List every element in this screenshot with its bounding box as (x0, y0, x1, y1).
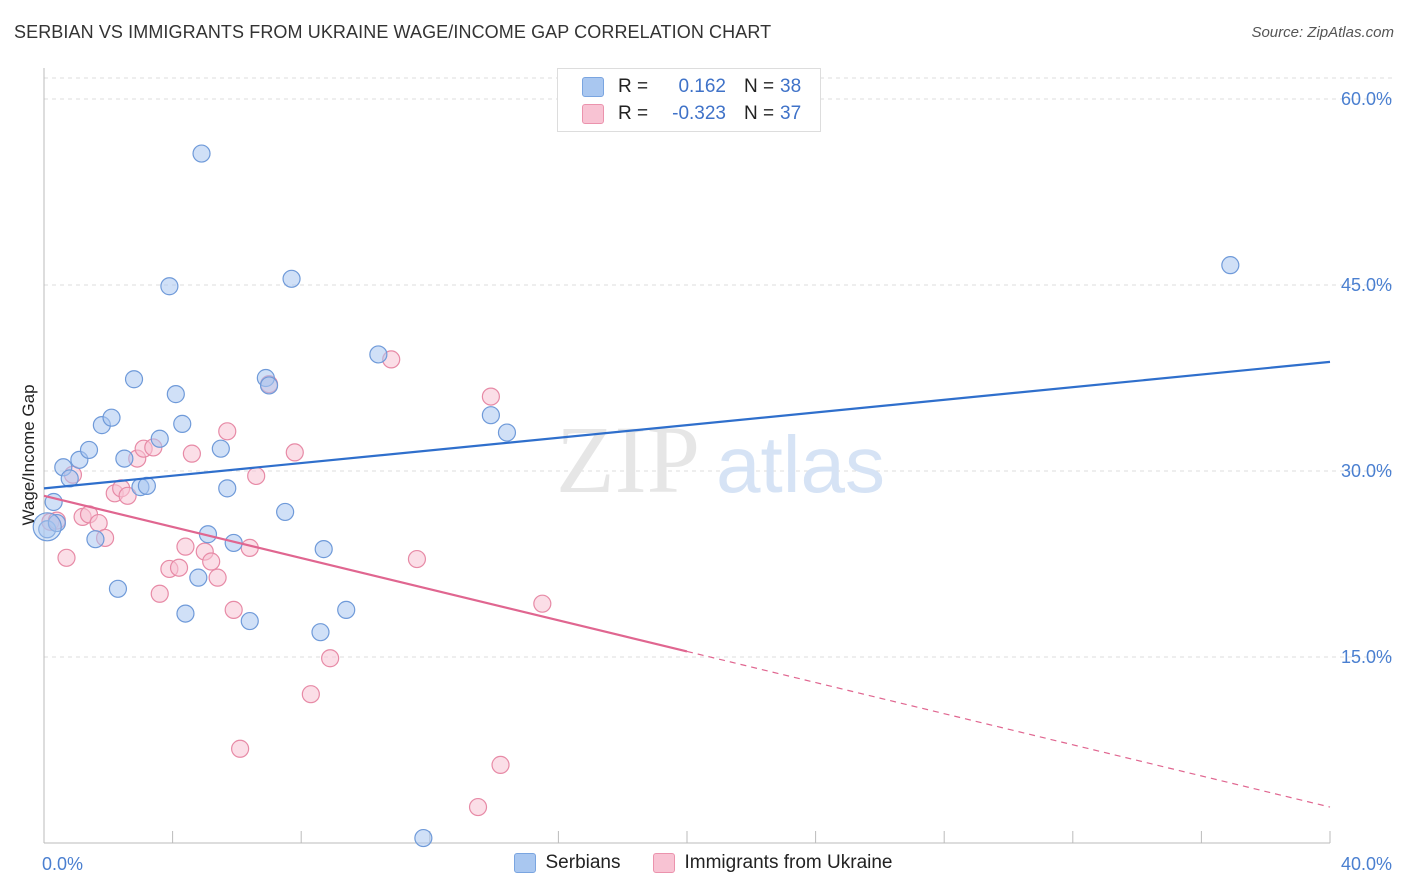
legend-swatch-serbians (582, 77, 604, 97)
source-label: Source: ZipAtlas.com (1251, 24, 1394, 41)
legend-swatch-ukraine (582, 104, 604, 124)
legend-r-value: 0.162 (678, 76, 726, 97)
ukraine-point (218, 422, 237, 441)
ukraine-point (481, 387, 500, 406)
serbian-point (79, 440, 99, 460)
legend-row-serbians: R = 0.162 N = 38 (582, 74, 801, 100)
ukraine-point (118, 486, 137, 505)
chart-title: SERBIAN VS IMMIGRANTS FROM UKRAINE WAGE/… (14, 22, 772, 42)
watermark-zip: ZIP (556, 406, 700, 513)
ukraine-point (491, 755, 510, 774)
serbian-point (189, 568, 208, 587)
serbian-point (497, 423, 517, 442)
serbians-trend-line (43, 360, 1331, 490)
serbian-point (60, 469, 79, 488)
serbian-point (176, 604, 195, 623)
legend-item-ukraine[interactable]: Immigrants from Ukraine (652, 852, 893, 874)
serbian-point-cluster (32, 512, 62, 542)
serbian-point (276, 502, 295, 522)
ukraine-points (41, 350, 552, 817)
y-tick-label: 60.0% (1341, 89, 1392, 109)
serbian-point (259, 376, 279, 395)
tick-labels: 15.0% 30.0% 45.0% 60.0% 0.0% 40.0% (42, 89, 1392, 874)
ukraine-point (407, 549, 427, 569)
serbian-point (481, 406, 500, 425)
ukraine-point (57, 548, 76, 567)
serbian-point (192, 144, 211, 163)
trend-lines (43, 360, 1331, 808)
ukraine-point (468, 797, 488, 817)
legend-item-serbians[interactable]: Serbians (513, 852, 621, 874)
legend-r-value: -0.323 (672, 103, 726, 124)
y-axis-title: Wage/Income Gap (19, 384, 38, 525)
y-tick-label: 45.0% (1341, 275, 1392, 295)
serbian-point (108, 579, 128, 598)
serbian-point (160, 277, 179, 296)
ukraine-point (533, 594, 552, 613)
ukraine-point (150, 584, 169, 603)
watermark: ZIP atlas (556, 406, 885, 513)
serbian-point (115, 449, 134, 468)
legend-n-label: N = (744, 76, 775, 97)
series-legend: Serbians Immigrants from Ukraine (0, 852, 1406, 874)
axes (43, 68, 1331, 844)
ukraine-trend-line (43, 494, 688, 653)
serbian-point (240, 611, 259, 631)
x-tick-label: 40.0% (1341, 854, 1392, 874)
legend-n-label: N = (744, 103, 775, 124)
watermark-atlas: atlas (716, 420, 885, 509)
ukraine-point (285, 443, 304, 462)
ukraine-point (182, 444, 201, 463)
x-tick-label: 0.0% (42, 854, 83, 874)
serbian-point (173, 414, 192, 433)
serbian-point (311, 623, 330, 642)
ukraine-point (231, 739, 250, 758)
ukraine-point (224, 600, 243, 619)
legend-n-value: 38 (780, 76, 802, 97)
serbian-point (166, 385, 185, 404)
ukraine-point (301, 685, 320, 704)
serbian-point (211, 439, 230, 458)
serbian-point (86, 530, 105, 549)
serbian-point (369, 345, 388, 364)
legend-swatch-ukraine (652, 853, 675, 873)
serbian-point (314, 540, 333, 559)
legend-r-label: R = (618, 76, 649, 97)
ukraine-point (208, 568, 227, 587)
ukraine-trend-line-extrapolated (686, 650, 1331, 808)
y-tick-label: 30.0% (1341, 461, 1392, 481)
ukraine-point (247, 466, 266, 486)
serbian-point (102, 408, 121, 427)
serbian-point (150, 429, 169, 448)
ukraine-point (169, 558, 189, 577)
correlation-legend: R = 0.162 N = 38 R = -0.323 N = 37 (557, 68, 821, 132)
legend-swatch-serbians (513, 853, 536, 873)
legend-r-label: R = (618, 103, 649, 124)
y-tick-label: 15.0% (1341, 647, 1392, 667)
ukraine-point (176, 537, 195, 556)
serbian-point (414, 828, 433, 848)
legend-label-ukraine: Immigrants from Ukraine (684, 852, 893, 873)
legend-label-serbians: Serbians (545, 852, 621, 873)
serbian-point (282, 269, 301, 288)
ukraine-point (202, 552, 221, 571)
serbian-point (1221, 256, 1240, 275)
ukraine-point (321, 649, 340, 668)
legend-row-ukraine: R = -0.323 N = 37 (582, 101, 801, 127)
serbian-point (218, 479, 237, 498)
legend-n-value: 37 (780, 103, 802, 124)
serbian-point (337, 600, 356, 619)
grid-lines (44, 77, 1392, 658)
serbian-point (124, 370, 144, 389)
